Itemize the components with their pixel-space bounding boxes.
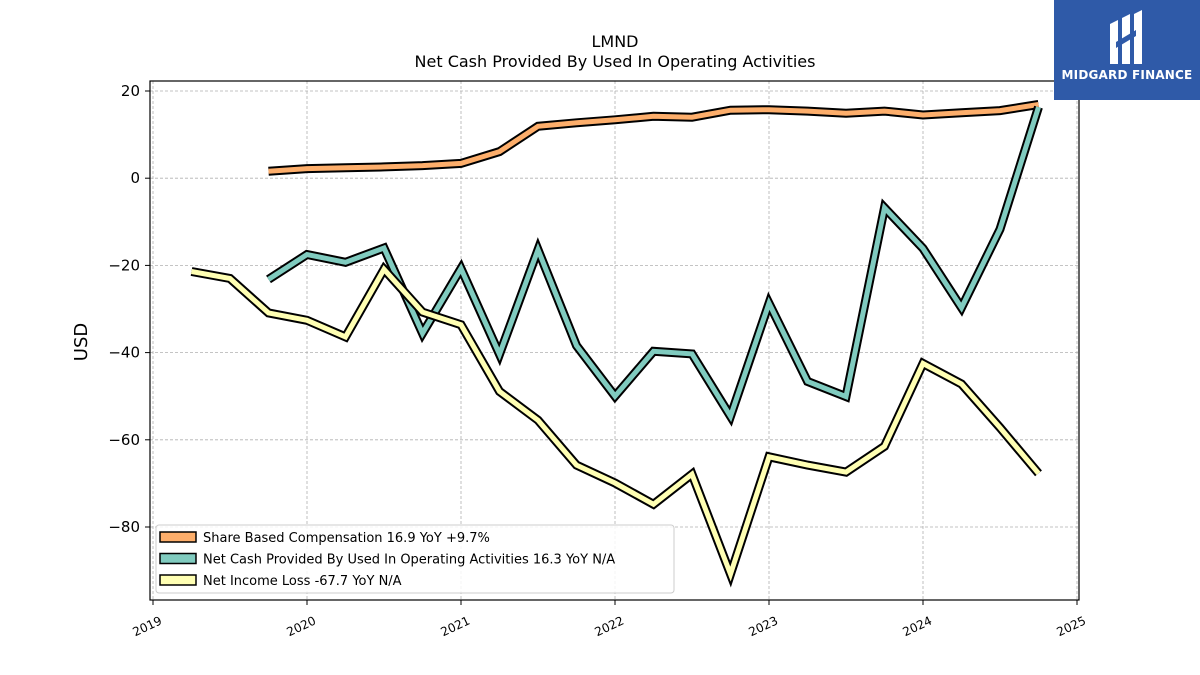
x-axis: 2019 2020 2021 2022 2023 2024 2025 <box>131 600 1089 640</box>
legend-swatch <box>159 552 197 565</box>
legend-swatch <box>159 574 197 586</box>
x-tick-label: 2025 <box>1055 614 1089 640</box>
grid-lines <box>150 81 1079 600</box>
chart-subtitle: Net Cash Provided By Used In Operating A… <box>415 52 816 71</box>
legend-label: Share Based Compensation 16.9 YoY +9.7% <box>203 531 490 546</box>
plot-frame <box>149 80 1080 601</box>
x-tick-label: 2021 <box>439 614 473 640</box>
x-tick-label: 2023 <box>747 614 781 640</box>
legend-label: Net Income Loss -67.7 YoY N/A <box>203 574 402 589</box>
x-tick-label: 2024 <box>901 614 935 640</box>
y-tick-label: −80 <box>108 518 140 536</box>
y-tick-label: −20 <box>108 256 140 274</box>
x-tick-label: 2019 <box>131 614 165 640</box>
logo-text: MIDGARD FINANCE <box>1061 68 1193 82</box>
legend: Share Based Compensation 16.9 YoY +9.7% N… <box>155 524 675 594</box>
legend-swatch <box>159 531 197 543</box>
x-tick-label: 2022 <box>593 614 627 640</box>
y-axis-label: USD <box>71 323 92 361</box>
series-layer <box>190 100 1043 588</box>
x-tick-label: 2020 <box>285 614 319 640</box>
chart-title: LMND <box>591 32 638 51</box>
y-tick-label: −60 <box>108 431 140 449</box>
series-2-line <box>191 265 1041 582</box>
legend-box <box>155 524 675 594</box>
legend-label: Net Cash Provided By Used In Operating A… <box>203 553 615 568</box>
logo-emblem-icon <box>1110 10 1142 64</box>
y-tick-label: 0 <box>130 169 140 187</box>
y-axis: 20 0 −20 −40 −60 −80 <box>108 82 150 536</box>
y-tick-label: −40 <box>108 344 140 362</box>
series-0-line <box>268 102 1039 174</box>
brand-logo: MIDGARD FINANCE <box>1054 0 1200 100</box>
series-1-line <box>267 106 1041 423</box>
y-tick-label: 20 <box>121 82 140 100</box>
